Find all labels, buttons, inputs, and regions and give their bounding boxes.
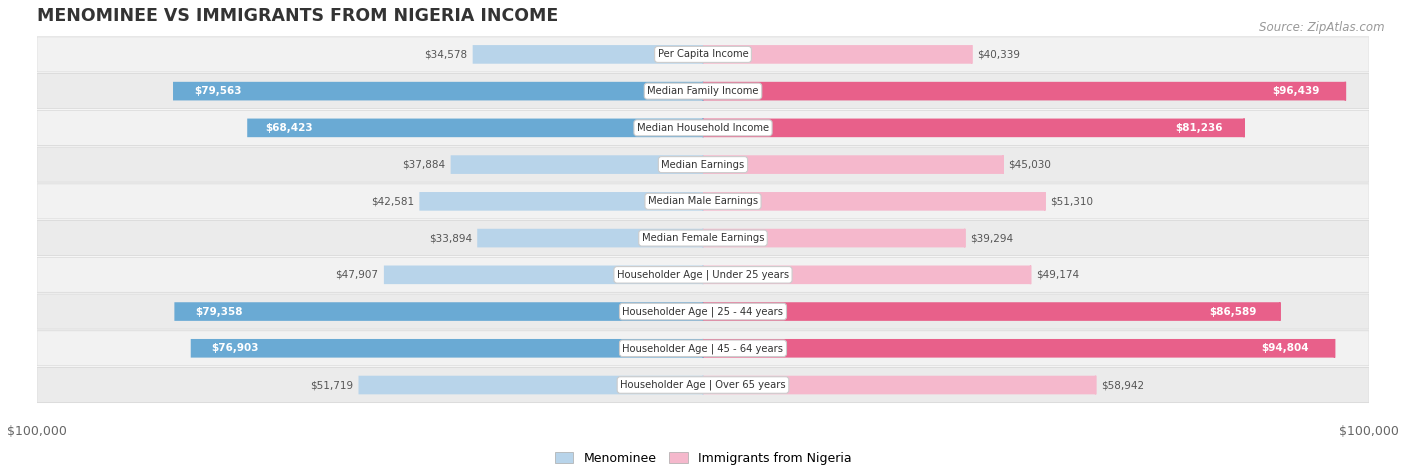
Text: Median Male Earnings: Median Male Earnings: [648, 196, 758, 206]
FancyBboxPatch shape: [703, 266, 1031, 284]
Text: $39,294: $39,294: [970, 233, 1014, 243]
FancyBboxPatch shape: [37, 37, 1369, 72]
FancyBboxPatch shape: [477, 229, 703, 248]
FancyBboxPatch shape: [37, 294, 1369, 329]
Text: Householder Age | 25 - 44 years: Householder Age | 25 - 44 years: [623, 306, 783, 317]
Text: $45,030: $45,030: [1008, 160, 1052, 170]
FancyBboxPatch shape: [703, 45, 972, 64]
Text: Median Family Income: Median Family Income: [647, 86, 759, 96]
Text: $96,439: $96,439: [1272, 86, 1320, 96]
FancyBboxPatch shape: [37, 147, 1369, 182]
Text: $37,884: $37,884: [402, 160, 446, 170]
FancyBboxPatch shape: [247, 119, 703, 137]
FancyBboxPatch shape: [703, 339, 1334, 358]
Text: $42,581: $42,581: [371, 196, 413, 206]
Text: $58,942: $58,942: [1101, 380, 1144, 390]
Text: $51,719: $51,719: [311, 380, 353, 390]
FancyBboxPatch shape: [37, 110, 1369, 145]
Text: MENOMINEE VS IMMIGRANTS FROM NIGERIA INCOME: MENOMINEE VS IMMIGRANTS FROM NIGERIA INC…: [37, 7, 558, 25]
Text: $34,578: $34,578: [425, 50, 467, 59]
FancyBboxPatch shape: [703, 82, 1346, 100]
FancyBboxPatch shape: [384, 266, 703, 284]
Text: $79,563: $79,563: [194, 86, 242, 96]
Text: $76,903: $76,903: [211, 343, 259, 354]
Text: Per Capita Income: Per Capita Income: [658, 50, 748, 59]
Legend: Menominee, Immigrants from Nigeria: Menominee, Immigrants from Nigeria: [555, 452, 851, 465]
FancyBboxPatch shape: [173, 82, 703, 100]
Text: Source: ZipAtlas.com: Source: ZipAtlas.com: [1260, 21, 1385, 34]
Text: $40,339: $40,339: [977, 50, 1019, 59]
FancyBboxPatch shape: [703, 119, 1244, 137]
Text: $86,589: $86,589: [1209, 306, 1257, 317]
FancyBboxPatch shape: [451, 156, 703, 174]
Text: $47,907: $47,907: [336, 270, 378, 280]
FancyBboxPatch shape: [703, 229, 965, 248]
FancyBboxPatch shape: [191, 339, 703, 358]
FancyBboxPatch shape: [703, 156, 1002, 174]
Text: Householder Age | Under 25 years: Householder Age | Under 25 years: [617, 269, 789, 280]
Text: $79,358: $79,358: [195, 306, 243, 317]
FancyBboxPatch shape: [37, 331, 1369, 366]
FancyBboxPatch shape: [37, 368, 1369, 403]
Text: $94,804: $94,804: [1261, 343, 1309, 354]
FancyBboxPatch shape: [37, 257, 1369, 292]
FancyBboxPatch shape: [703, 302, 1279, 321]
FancyBboxPatch shape: [359, 376, 703, 394]
Text: $81,236: $81,236: [1175, 123, 1222, 133]
Text: Median Household Income: Median Household Income: [637, 123, 769, 133]
Text: $33,894: $33,894: [429, 233, 472, 243]
FancyBboxPatch shape: [419, 192, 703, 211]
FancyBboxPatch shape: [37, 74, 1369, 109]
Text: Median Earnings: Median Earnings: [661, 160, 745, 170]
FancyBboxPatch shape: [37, 220, 1369, 255]
Text: Householder Age | 45 - 64 years: Householder Age | 45 - 64 years: [623, 343, 783, 354]
FancyBboxPatch shape: [703, 376, 1095, 394]
FancyBboxPatch shape: [174, 302, 703, 321]
FancyBboxPatch shape: [37, 184, 1369, 219]
FancyBboxPatch shape: [703, 192, 1045, 211]
Text: Householder Age | Over 65 years: Householder Age | Over 65 years: [620, 380, 786, 390]
Text: $49,174: $49,174: [1036, 270, 1078, 280]
FancyBboxPatch shape: [472, 45, 703, 64]
Text: $68,423: $68,423: [266, 123, 314, 133]
Text: $51,310: $51,310: [1050, 196, 1092, 206]
Text: Median Female Earnings: Median Female Earnings: [641, 233, 765, 243]
